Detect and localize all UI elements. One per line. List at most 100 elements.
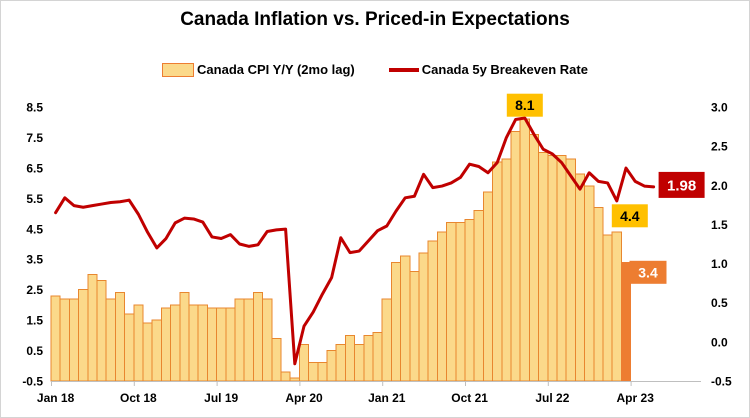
cpi-bar bbox=[114, 292, 126, 382]
cpi-bar bbox=[151, 319, 162, 382]
cpi-bar bbox=[436, 231, 448, 382]
cpi-bar bbox=[501, 158, 512, 382]
cpi-bar bbox=[593, 206, 604, 382]
x-tick-label: Oct 18 bbox=[120, 391, 157, 405]
left-axis-tick-label: 2.5 bbox=[26, 283, 43, 297]
left-axis-tick-label: 6.5 bbox=[26, 161, 43, 175]
cpi-bar bbox=[335, 343, 346, 382]
data-label-box bbox=[658, 171, 705, 198]
cpi-bar bbox=[78, 289, 89, 382]
cpi-bar bbox=[565, 158, 576, 382]
cpi-bar bbox=[234, 298, 245, 382]
cpi-bar bbox=[602, 234, 613, 382]
x-tick-label: Apr 23 bbox=[617, 391, 655, 405]
cpi-bar bbox=[427, 240, 438, 382]
cpi-bar bbox=[510, 130, 521, 382]
cpi-bar bbox=[464, 219, 475, 382]
cpi-bar bbox=[409, 270, 420, 382]
cpi-bar bbox=[482, 191, 494, 382]
cpi-bar bbox=[206, 307, 218, 382]
data-label-box bbox=[611, 204, 648, 228]
left-axis-tick-label: 7.5 bbox=[26, 131, 43, 145]
right-axis-tick-label: 1.5 bbox=[711, 218, 728, 232]
left-axis-tick-label: -0.5 bbox=[22, 375, 43, 389]
right-axis-tick-label: 0.5 bbox=[711, 296, 728, 310]
data-label-text: 8.1 bbox=[515, 97, 535, 113]
data-label-4.4: 4.4 bbox=[611, 204, 648, 228]
cpi-bar bbox=[188, 304, 199, 382]
cpi-bar bbox=[584, 185, 595, 382]
left-axis-tick-label: 1.5 bbox=[26, 314, 43, 328]
cpi-bar bbox=[252, 292, 264, 382]
cpi-bar bbox=[574, 173, 586, 382]
cpi-bar-latest bbox=[620, 261, 632, 382]
cpi-bar bbox=[538, 152, 549, 382]
cpi-bar-swatch bbox=[162, 62, 195, 77]
right-axis-labels: 3.0 2.5 2.0 1.5 1.0 0.5 0.0 -0.5 bbox=[711, 101, 732, 389]
cpi-bar bbox=[124, 313, 135, 382]
right-axis-tick-label: 3.0 bbox=[711, 101, 728, 115]
cpi-bar bbox=[400, 255, 411, 382]
chart-title: Canada Inflation vs. Priced-in Expectati… bbox=[180, 9, 570, 30]
right-axis-tick-label: 2.0 bbox=[711, 179, 728, 193]
legend-label-breakeven: Canada 5y Breakeven Rate bbox=[421, 62, 588, 77]
right-axis-tick-label: 2.5 bbox=[711, 140, 728, 154]
cpi-bar bbox=[344, 334, 356, 382]
cpi-bar bbox=[160, 307, 172, 382]
cpi-bar bbox=[105, 298, 116, 382]
data-label-8.1: 8.1 bbox=[506, 93, 543, 117]
cpi-bar bbox=[262, 298, 273, 382]
cpi-bar bbox=[298, 343, 310, 382]
cpi-bar bbox=[326, 350, 337, 382]
cpi-bar bbox=[455, 222, 466, 382]
left-axis-tick-label: 5.5 bbox=[26, 192, 43, 206]
x-tick-label: Jan 21 bbox=[368, 391, 406, 405]
cpi-bar bbox=[519, 118, 530, 382]
cpi-bars bbox=[50, 118, 632, 382]
left-axis-tick-label: 3.5 bbox=[26, 253, 43, 267]
left-axis-tick-label: 8.5 bbox=[26, 101, 43, 115]
cpi-bar bbox=[418, 252, 429, 382]
legend-label-cpi: Canada CPI Y/Y (2mo lag) bbox=[197, 62, 355, 77]
cpi-bar bbox=[611, 231, 622, 382]
data-label-box bbox=[506, 93, 543, 117]
x-axis: Jan 18 Oct 18 Jul 19 Apr 20 Jan 21 Oct 21 Jul … bbox=[37, 381, 701, 405]
cpi-bar bbox=[473, 210, 484, 382]
cpi-bar bbox=[446, 222, 457, 382]
cpi-bar bbox=[170, 304, 181, 382]
cpi-bar bbox=[280, 371, 291, 382]
x-tick-label: Jul 19 bbox=[204, 391, 238, 405]
right-axis-tick-label: 1.0 bbox=[711, 257, 728, 271]
x-tick-label: Jul 22 bbox=[535, 391, 569, 405]
left-axis-tick-label: 0.5 bbox=[26, 344, 43, 358]
cpi-bar bbox=[50, 295, 61, 382]
data-label-3.4: 3.4 bbox=[629, 260, 667, 284]
cpi-bar bbox=[492, 161, 503, 382]
cpi-bar bbox=[547, 155, 558, 382]
cpi-bar bbox=[87, 273, 98, 382]
cpi-bar bbox=[96, 280, 107, 382]
cpi-bar bbox=[363, 334, 374, 382]
cpi-bar bbox=[216, 307, 227, 382]
cpi-bar bbox=[317, 362, 328, 382]
cpi-bar bbox=[243, 298, 254, 382]
cpi-bar bbox=[179, 292, 190, 382]
cpi-bar bbox=[556, 155, 567, 382]
legend: Canada CPI Y/Y (2mo lag) Canada 5y Break… bbox=[1, 62, 749, 77]
cpi-bar bbox=[528, 133, 540, 382]
x-tick-label: Apr 20 bbox=[285, 391, 323, 405]
data-label-text: 4.4 bbox=[620, 208, 640, 224]
legend-item-breakeven: Canada 5y Breakeven Rate bbox=[388, 62, 588, 77]
data-label-text: 3.4 bbox=[638, 264, 658, 280]
cpi-bar bbox=[381, 298, 392, 382]
cpi-bar bbox=[142, 322, 153, 382]
cpi-bar bbox=[59, 298, 70, 382]
cpi-bar bbox=[197, 304, 208, 382]
breakeven-line-swatch bbox=[388, 67, 419, 72]
left-axis-labels: 8.5 7.5 6.5 5.5 4.5 3.5 2.5 1.5 0.5 -0.5 bbox=[22, 101, 43, 389]
x-tick-label: Oct 21 bbox=[451, 391, 488, 405]
legend-item-cpi: Canada CPI Y/Y (2mo lag) bbox=[162, 62, 355, 77]
left-axis-tick-label: 4.5 bbox=[26, 222, 43, 236]
data-label-text: 1.98 bbox=[667, 177, 696, 194]
